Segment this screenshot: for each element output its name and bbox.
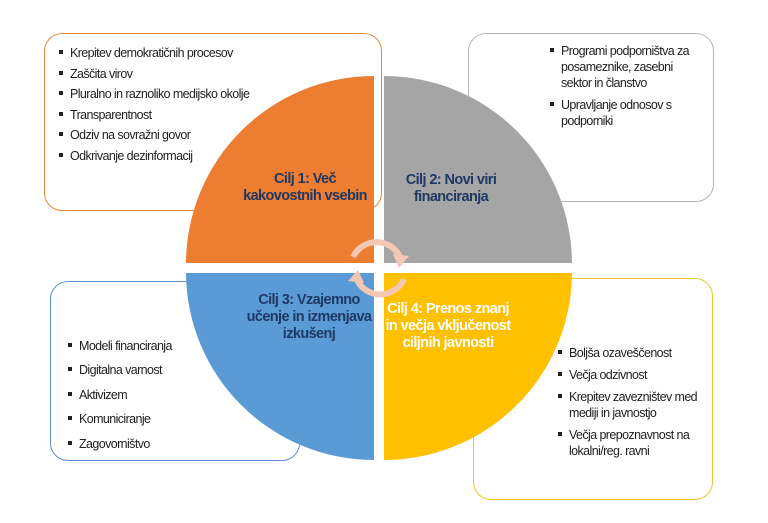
- list-item: Zaščita virov: [59, 66, 371, 82]
- list-item: Aktivizem: [68, 387, 291, 403]
- goal-2-details-box: Programi podporništva za posameznike, za…: [468, 33, 714, 202]
- list-item: Transparentnost: [59, 107, 371, 123]
- goal-1-title: Cilj 1: Več kakovostnih vsebin: [243, 171, 367, 204]
- bullet-icon: [550, 102, 554, 106]
- list-item: Modeli financiranja: [68, 338, 291, 354]
- cycle-arrow-bottom-icon: [354, 277, 407, 298]
- bullet-icon: [68, 391, 72, 396]
- goal-4-title: Cilj 4: Prenos znanj in večja vključenos…: [385, 301, 511, 351]
- bullet-icon: [558, 432, 562, 436]
- goal-3-title: Cilj 3: Vzajemno učenje in izmenjava izk…: [246, 292, 372, 342]
- goal-3-quadrant: [186, 273, 374, 460]
- goal-1-quadrant: [186, 76, 374, 263]
- list-item: Krepitev demokratičnih procesov: [59, 45, 371, 61]
- bullet-icon: [68, 343, 72, 347]
- list-item: Zagovorništvo: [68, 436, 291, 452]
- bullet-icon: [59, 152, 63, 157]
- goal-4-quadrant: [384, 273, 572, 460]
- bullet-icon: [68, 416, 72, 421]
- list-item: Odkrivanje dezinformacij: [59, 148, 371, 164]
- bullet-icon: [59, 132, 63, 136]
- goal-1-item-list: Krepitev demokratičnih procesov Zaščita …: [59, 45, 371, 164]
- goal-2-item-list: Programi podporništva za posameznike, za…: [550, 43, 705, 129]
- list-item: Boljša ozaveščenost: [558, 345, 704, 361]
- cycle-arrows-icon: [348, 239, 409, 298]
- bullet-icon: [68, 367, 72, 372]
- bullet-icon: [68, 440, 72, 445]
- goal-2-quadrant: [384, 76, 572, 263]
- bullet-icon: [558, 350, 562, 354]
- list-item: Večja prepoznavnost na lokalni/reg. ravn…: [558, 427, 704, 459]
- list-item: Odziv na sovražni govor: [59, 127, 371, 143]
- list-item: Digitalna varnost: [68, 362, 291, 378]
- goal-3-item-list: Modeli financiranja Digitalna varnost Ak…: [68, 338, 291, 452]
- list-item: Programi podporništva za posameznike, za…: [550, 43, 705, 91]
- list-item: Večja odzivnost: [558, 367, 704, 383]
- bullet-icon: [59, 50, 63, 54]
- goal-2-title: Cilj 2: Novi viri financiranja: [405, 172, 497, 205]
- bullet-icon: [59, 91, 63, 95]
- goal-4-item-list: Boljša ozaveščenost Večja odzivnost Krep…: [558, 345, 704, 459]
- list-item: Pluralno in raznoliko medijsko okolje: [59, 86, 260, 102]
- list-item: Krepitev zavezništev med mediji in javno…: [558, 389, 704, 421]
- bullet-icon: [59, 70, 63, 75]
- bullet-icon: [550, 48, 554, 52]
- cycle-arrow-top-icon: [350, 239, 403, 259]
- list-item: Komuniciranje: [68, 411, 291, 427]
- bullet-icon: [59, 111, 63, 116]
- list-item: Upravljanje odnosov s podporniki: [550, 97, 705, 129]
- cycle-arrow-bottom-head-icon: [348, 270, 364, 283]
- bullet-icon: [558, 394, 562, 398]
- cycle-arrow-top-head-icon: [393, 254, 409, 268]
- bullet-icon: [558, 372, 562, 376]
